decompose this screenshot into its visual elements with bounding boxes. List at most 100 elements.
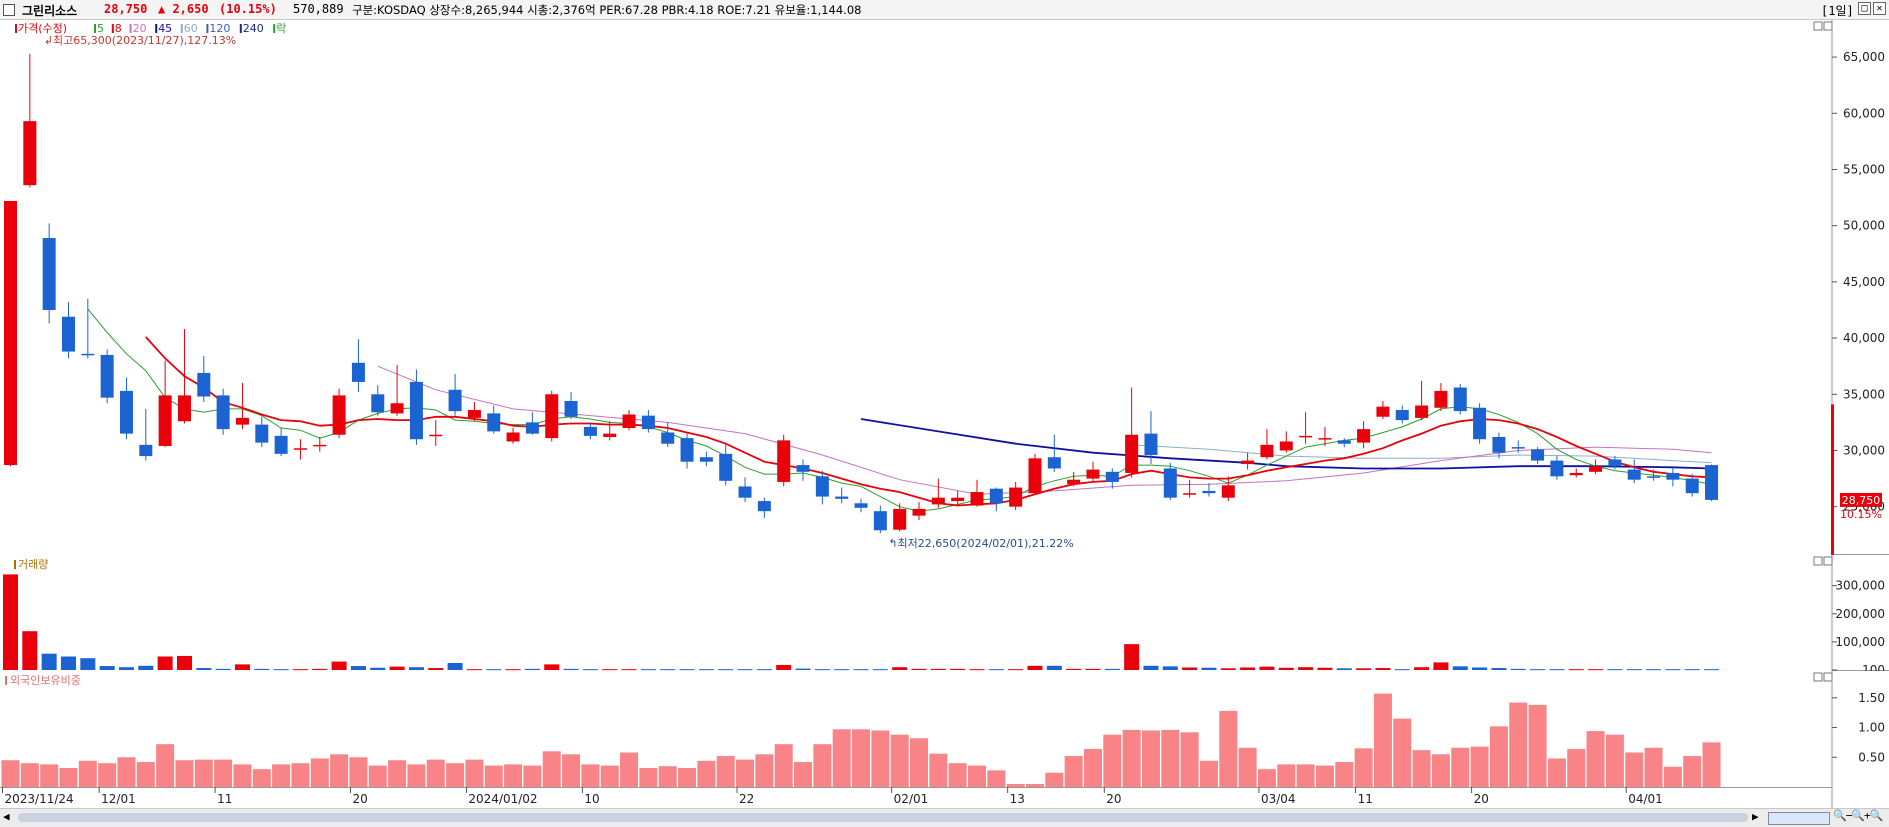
legend-swatch <box>15 24 17 33</box>
foreign-title-swatch <box>5 676 7 685</box>
x-tick-label: 13 <box>1010 792 1025 806</box>
zoom-icons[interactable]: 🔍−🔍+🔍 <box>1833 809 1883 822</box>
foreign-ownership-bar <box>1373 693 1392 787</box>
candle <box>603 421 617 441</box>
y-tick-label: 100,000 <box>1835 635 1885 649</box>
volume-bar <box>1394 669 1410 671</box>
volume-bar <box>1472 667 1488 670</box>
candle <box>1705 464 1719 502</box>
last-price-box <box>1840 492 1882 507</box>
foreign-ownership-bar <box>1644 747 1663 787</box>
candle-body <box>1009 487 1023 507</box>
foreign-ownership-bar <box>1 760 20 787</box>
candle-body <box>1260 444 1274 458</box>
x-tick-label: 04/01 <box>1628 792 1663 806</box>
candle-body <box>1067 479 1081 485</box>
candle <box>313 436 327 452</box>
volume-chart[interactable]: 100 100,000 200,000 300,000 거래량 <box>0 555 1889 677</box>
candle <box>487 405 501 434</box>
price-chart[interactable]: 25,00030,00035,00040,00045,00050,00055,0… <box>0 20 1889 555</box>
x-tick-label: 11 <box>1358 792 1373 806</box>
candle-body <box>1125 434 1139 473</box>
foreign-ownership-bar <box>1257 769 1276 787</box>
foreign-ownership-bar <box>310 758 329 787</box>
scroll-left-icon[interactable]: ◀ <box>3 810 10 823</box>
volume-bar <box>814 669 830 671</box>
foreign-ownership-bar <box>1006 784 1025 787</box>
ma8-line <box>145 336 1712 507</box>
foreign-ownership-bar <box>929 753 948 787</box>
foreign-ownership-bar <box>1083 748 1102 787</box>
foreign-ownership-bar <box>968 765 986 787</box>
candle-body <box>796 465 810 472</box>
volume-panel[interactable]: 100 100,000 200,000 300,000 거래량 <box>0 555 1889 677</box>
price-panel[interactable]: 25,00030,00035,00040,00045,00050,00055,0… <box>0 20 1889 555</box>
candle-body <box>1434 390 1448 408</box>
candle-body <box>1627 469 1641 480</box>
foreign-ownership-panel[interactable]: 0.50 1.00 1.50 외국인보유비중 2023/11/24 12/01 11 20 20… <box>0 671 1889 808</box>
foreign-ownership-bar <box>871 730 890 787</box>
volume-bar <box>1240 667 1256 670</box>
volume-bar <box>80 658 96 670</box>
panel-close-icon <box>1823 672 1833 682</box>
candle <box>506 427 520 444</box>
restore-button[interactable]: □ <box>1858 2 1871 15</box>
foreign-ownership-bar <box>1470 746 1489 787</box>
scroll-thumb[interactable] <box>18 813 1748 822</box>
x-tick-label: 20 <box>1474 792 1489 806</box>
foreign-ownership-bar <box>330 754 349 787</box>
volume-bar <box>292 669 308 671</box>
volume-bar <box>1549 669 1565 671</box>
volume-bar <box>1220 668 1236 670</box>
close-button[interactable]: ✕ <box>1873 2 1886 15</box>
candle-body <box>1279 441 1293 451</box>
candle-body <box>1569 472 1583 476</box>
candle <box>235 383 249 430</box>
stock-name[interactable]: 그린리소스 <box>22 4 78 18</box>
zoom-slider[interactable] <box>1768 812 1830 825</box>
y-tick-label: 60,000 <box>1843 106 1885 120</box>
candle <box>1685 474 1699 497</box>
x-tick-label: 20 <box>1106 792 1121 806</box>
candle-body <box>81 353 95 356</box>
foreign-ownership-bar <box>948 763 967 787</box>
foreign-ownership-bar <box>1625 752 1644 787</box>
volume-title-swatch <box>14 560 16 569</box>
candle-body <box>777 440 791 482</box>
volume-bar <box>1259 666 1275 670</box>
period-selector[interactable]: [1일] <box>1821 4 1854 18</box>
volume-bar <box>621 669 637 671</box>
foreign-ownership-chart[interactable]: 0.50 1.00 1.50 외국인보유비중 2023/11/24 12/01 11 20 20… <box>0 671 1889 808</box>
candle <box>1569 468 1583 478</box>
candle-body <box>951 497 965 502</box>
x-tick-label: 11 <box>217 792 232 806</box>
stock-info: 구분:KOSDAQ 상장수:8,265,944 시총:2,376억 PER:67… <box>352 3 862 17</box>
y-tick-label: 65,000 <box>1843 50 1885 64</box>
candle-body <box>1221 485 1235 498</box>
panel-minimize-icon <box>1813 672 1823 682</box>
scroll-right-icon[interactable]: ▶ <box>1752 810 1759 823</box>
foreign-ownership-bar <box>426 759 445 787</box>
foreign-ownership-bar <box>1296 764 1315 787</box>
candle-body <box>970 492 984 506</box>
foreign-ownership-bar <box>1025 784 1044 787</box>
foreign-ownership-bar <box>194 759 213 787</box>
candle <box>583 422 597 440</box>
candle <box>1415 380 1429 421</box>
select-checkbox[interactable] <box>3 4 15 16</box>
annotation-low: ↰최저22,650(2024/02/01),21.22% <box>888 537 1073 550</box>
volume-bar <box>350 666 366 670</box>
legend-swatch <box>206 24 209 33</box>
volume-bar <box>1684 669 1700 671</box>
volume-bar <box>1530 669 1546 671</box>
candle-body <box>255 424 269 443</box>
volume-bar <box>1433 662 1449 670</box>
volume-bar <box>1704 669 1720 671</box>
volume-bar <box>988 669 1004 671</box>
volume-bar <box>370 667 386 670</box>
horizontal-scrollbar[interactable]: ◀ ▶ 🔍−🔍+🔍 <box>0 808 1889 827</box>
candle-body <box>1241 460 1255 464</box>
candle-body <box>332 395 346 435</box>
legend-label: 120 <box>209 22 230 35</box>
foreign-ownership-bar <box>40 764 59 787</box>
